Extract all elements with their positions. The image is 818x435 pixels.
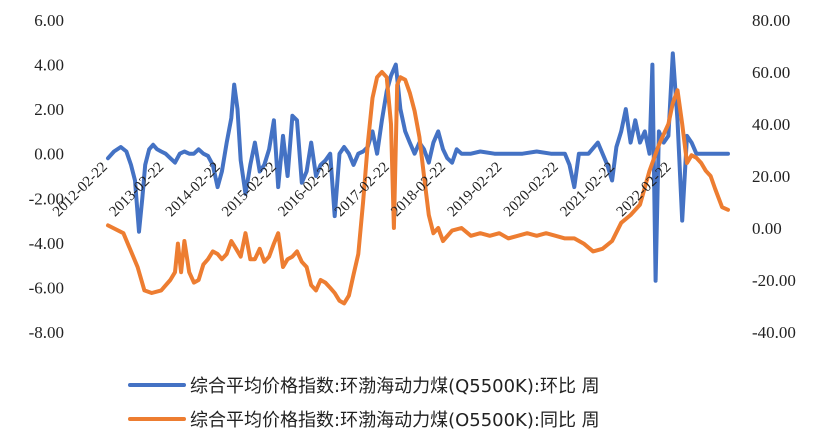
left-y-tick-label: 4.00 <box>34 56 64 75</box>
right-y-tick-label: 80.00 <box>752 11 790 30</box>
left-y-tick-label: -6.00 <box>29 278 64 297</box>
right-y-tick-label: 20.00 <box>752 167 790 186</box>
x-tick-label: 2021-02-22 <box>557 159 618 220</box>
left-y-tick-labels: 6.00 4.00 2.00 0.00 -2.00 -4.00 -6.00 -8.00 <box>29 11 64 342</box>
legend-item-series-2: 综合平均价格指数:环渤海动力煤(O5500K):同比 周 <box>128 406 600 432</box>
left-y-tick-label: 0.00 <box>34 145 64 164</box>
left-y-tick-label: 2.00 <box>34 100 64 119</box>
legend-swatch-series-2 <box>128 417 186 421</box>
x-tick-label: 2014-02-22 <box>163 159 224 220</box>
legend-label-series-1: 综合平均价格指数:环渤海动力煤(Q5500K):环比 周 <box>190 376 600 397</box>
right-y-tick-label: -40.00 <box>752 323 796 342</box>
series-lines <box>106 51 730 306</box>
series-line-1 <box>106 51 730 283</box>
left-y-tick-label: 6.00 <box>34 11 64 30</box>
right-y-tick-label: 0.00 <box>752 219 782 238</box>
right-y-tick-label: 40.00 <box>752 115 790 134</box>
x-tick-label: 2019-02-22 <box>445 159 506 220</box>
left-y-tick-label: -4.00 <box>29 234 64 253</box>
left-y-tick-label: -2.00 <box>29 189 64 208</box>
right-y-tick-label: -20.00 <box>752 271 796 290</box>
x-tick-label: 2018-02-22 <box>388 159 449 220</box>
right-y-tick-labels: 80.00 60.00 40.00 20.00 0.00 -20.00 -40.00 <box>752 11 796 342</box>
legend-item-series-1: 综合平均价格指数:环渤海动力煤(Q5500K):环比 周 <box>128 372 600 398</box>
x-tick-label: 2022-02-22 <box>614 159 675 220</box>
left-y-tick-label: -8.00 <box>29 323 64 342</box>
series-line-2 <box>106 70 730 306</box>
legend-label-series-2: 综合平均价格指数:环渤海动力煤(O5500K):同比 周 <box>190 410 600 431</box>
right-y-tick-label: 60.00 <box>752 63 790 82</box>
legend-swatch-series-1 <box>128 383 186 387</box>
x-tick-label: 2020-02-22 <box>501 159 562 220</box>
